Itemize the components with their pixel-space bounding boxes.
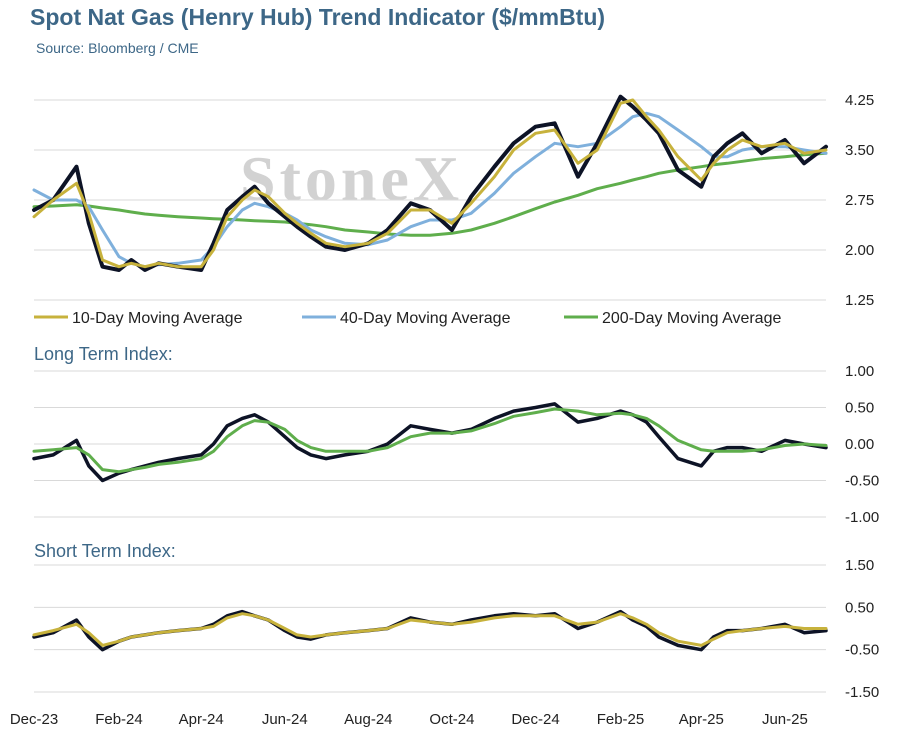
y-tick-label: -1.00 <box>845 509 879 526</box>
series-line <box>32 612 828 647</box>
x-tick-label: Jun-24 <box>262 711 308 728</box>
x-tick-label: Oct-24 <box>429 711 474 728</box>
series-line <box>32 407 828 474</box>
y-tick-label: -1.50 <box>845 684 879 701</box>
series-line-10-day-moving-average <box>32 98 828 269</box>
y-tick-label: 0.50 <box>845 599 874 616</box>
x-tick-label: Apr-25 <box>679 711 724 728</box>
panel-title-long-term: Long Term Index: <box>34 344 173 364</box>
y-tick-label: 1.50 <box>845 557 874 574</box>
x-tick-label: Feb-25 <box>597 711 645 728</box>
x-tick-label: Jun-25 <box>762 711 808 728</box>
watermark: StoneX <box>240 143 463 214</box>
legend-label: 10-Day Moving Average <box>72 310 243 327</box>
y-tick-label: 4.25 <box>845 92 874 109</box>
y-tick-label: -0.50 <box>845 642 879 659</box>
legend-label: 200-Day Moving Average <box>602 310 781 327</box>
panel-title-short-term: Short Term Index: <box>34 541 176 561</box>
y-tick-label: 1.00 <box>845 363 874 380</box>
x-tick-label: Apr-24 <box>179 711 224 728</box>
y-tick-label: 2.00 <box>845 242 874 259</box>
y-tick-label: 0.00 <box>845 436 874 453</box>
y-tick-label: 1.25 <box>845 292 874 309</box>
chart-title: Spot Nat Gas (Henry Hub) Trend Indicator… <box>30 4 606 30</box>
y-tick-label: 3.50 <box>845 142 874 159</box>
x-tick-label: Feb-24 <box>95 711 143 728</box>
x-tick-label: Dec-24 <box>511 711 559 728</box>
series-line <box>32 402 828 483</box>
y-tick-label: 0.50 <box>845 400 874 417</box>
series-line-spot <box>32 94 828 272</box>
y-tick-label: 2.75 <box>845 192 874 209</box>
legend-label: 40-Day Moving Average <box>340 310 511 327</box>
x-tick-label: Dec-23 <box>10 711 58 728</box>
y-tick-label: -0.50 <box>845 473 879 490</box>
chart-source: Source: Bloomberg / CME <box>36 40 199 56</box>
x-tick-label: Aug-24 <box>344 711 392 728</box>
